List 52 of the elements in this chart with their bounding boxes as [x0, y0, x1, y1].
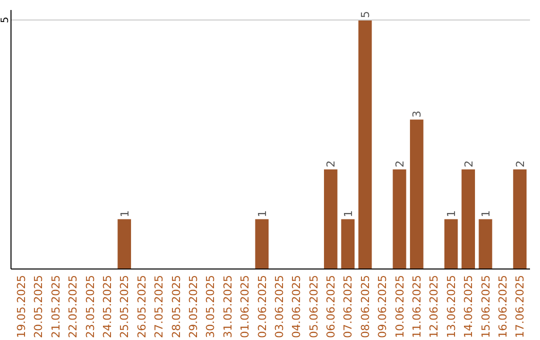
bar: [341, 219, 355, 269]
x-tick-label: 19.05.2025: [14, 275, 28, 338]
x-tick-label: 16.06.2025: [496, 275, 510, 338]
x-tick-label: 11.06.2025: [410, 275, 424, 338]
bar: [392, 169, 406, 269]
data-label: 2: [324, 160, 338, 168]
data-label: 2: [514, 160, 527, 168]
data-label: 1: [256, 210, 269, 218]
x-tick-label: 24.05.2025: [100, 275, 114, 338]
x-tick-label: 02.06.2025: [256, 275, 269, 338]
x-tick-label: 12.06.2025: [428, 275, 441, 338]
x-tick-label: 09.06.2025: [376, 275, 390, 338]
x-tick-label: 26.05.2025: [135, 275, 148, 338]
data-label: 1: [445, 210, 458, 218]
x-tick-label: 03.06.2025: [272, 275, 286, 338]
x-tick-label: 05.06.2025: [307, 275, 320, 338]
x-tick-label: 27.05.2025: [152, 275, 166, 338]
bar: [255, 219, 269, 269]
data-label: 1: [342, 210, 355, 218]
x-tick-label: 15.06.2025: [479, 275, 492, 338]
data-label: 3: [410, 110, 424, 118]
bar: [358, 20, 372, 269]
x-tick-label: 04.06.2025: [290, 275, 304, 338]
bar: [444, 219, 458, 269]
x-tick-label: 28.05.2025: [170, 275, 183, 338]
x-tick-label: 30.05.2025: [204, 275, 218, 338]
data-label: 1: [118, 210, 132, 218]
bar: [410, 120, 424, 269]
x-tick-label: 22.05.2025: [66, 275, 80, 338]
x-tick-label: 10.06.2025: [393, 275, 406, 338]
data-label: 2: [393, 160, 406, 168]
data-label: 1: [479, 210, 492, 218]
x-tick-label: 01.06.2025: [238, 275, 252, 338]
x-tick-label: 14.06.2025: [462, 275, 476, 338]
x-tick-label: 08.06.2025: [358, 275, 372, 338]
x-tick-label: 07.06.2025: [342, 275, 355, 338]
data-label: 5: [359, 10, 372, 18]
data-label: 2: [462, 160, 476, 168]
x-tick-label: 29.05.2025: [186, 275, 200, 338]
bar: [118, 219, 132, 269]
x-tick-label: 06.06.2025: [324, 275, 338, 338]
bar: [513, 169, 527, 269]
x-tick-label: 23.05.2025: [84, 275, 97, 338]
bar: [478, 219, 492, 269]
x-tick-label: 21.05.2025: [49, 275, 62, 338]
x-tick-label: 25.05.2025: [118, 275, 132, 338]
x-tick-label: 20.05.2025: [32, 275, 46, 338]
x-tick-label: 31.05.2025: [221, 275, 234, 338]
x-tick-label: 17.06.2025: [514, 275, 527, 338]
bar: [462, 169, 475, 269]
x-tick-label: 13.06.2025: [444, 275, 458, 338]
bar: [324, 169, 338, 269]
